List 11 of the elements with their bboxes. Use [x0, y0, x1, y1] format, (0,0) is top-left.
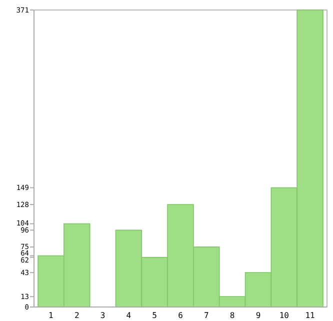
x-tick-label: 11	[305, 311, 316, 320]
x-tick-label: 2	[74, 311, 80, 320]
x-tick-label: 9	[256, 311, 261, 320]
x-tick-label: 6	[178, 311, 184, 320]
x-tick-label: 10	[279, 311, 290, 320]
x-tick-label: 1	[48, 311, 54, 320]
x-tick-label: 7	[204, 311, 209, 320]
x-tick-label: 5	[152, 311, 158, 320]
x-tick-label: 4	[126, 311, 132, 320]
x-tick-label: 3	[100, 311, 106, 320]
x-tick-label: 8	[230, 311, 235, 320]
